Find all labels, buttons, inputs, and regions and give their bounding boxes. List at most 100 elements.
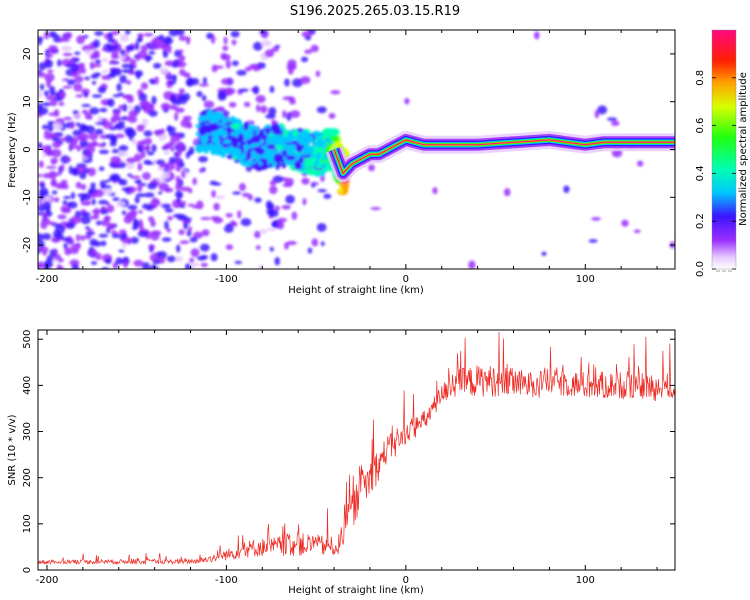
noise-blob xyxy=(76,146,81,152)
spectrogram-noise-field xyxy=(38,30,675,269)
noise-blob xyxy=(185,151,191,159)
ridge-blob xyxy=(207,143,216,152)
noise-blob xyxy=(286,240,297,246)
noise-blob xyxy=(300,56,309,63)
noise-blob xyxy=(121,116,127,121)
noise-blob xyxy=(268,106,277,116)
noise-blob xyxy=(90,63,102,68)
noise-blob xyxy=(175,182,182,191)
ridge-blob xyxy=(223,139,232,145)
noise-blob xyxy=(175,134,181,139)
noise-blob xyxy=(114,133,125,139)
noise-blob xyxy=(186,229,192,237)
snr-y-ticks: 0 100 200 300 400 500 xyxy=(22,330,675,573)
noise-blob xyxy=(47,123,55,132)
ridge-blob xyxy=(199,116,208,121)
ridge-blob xyxy=(243,121,250,131)
colorbar-ticks: 0.0 0.2 0.4 0.6 0.8 xyxy=(695,70,736,277)
noise-blob xyxy=(101,74,109,81)
noise-blob xyxy=(182,93,191,101)
noise-blob xyxy=(147,182,157,190)
noise-blob xyxy=(38,233,44,242)
noise-blob xyxy=(198,168,204,174)
noise-blob xyxy=(109,59,116,65)
ridge-blob xyxy=(215,144,222,149)
noise-blob xyxy=(225,59,231,69)
noise-blob xyxy=(105,258,112,264)
noise-blob xyxy=(72,110,79,115)
ridge-blob xyxy=(303,145,310,156)
noise-blob xyxy=(38,62,47,71)
noise-blob xyxy=(38,71,46,78)
noise-blob xyxy=(74,51,81,56)
noise-blob xyxy=(89,107,100,115)
noise-blob xyxy=(92,39,101,49)
ridge-blob xyxy=(265,127,271,135)
noise-blob xyxy=(370,206,382,211)
noise-blob xyxy=(299,76,311,84)
noise-blob xyxy=(164,143,172,149)
noise-blob xyxy=(98,166,105,172)
noise-blob xyxy=(236,69,247,76)
spectrogram-heatmap xyxy=(38,30,675,269)
colorbar-tick-label: 0.2 xyxy=(695,213,706,229)
noise-blob xyxy=(174,112,179,121)
noise-blob xyxy=(80,201,91,206)
noise-blob xyxy=(50,92,60,96)
ridge-blob xyxy=(273,153,284,164)
noise-blob xyxy=(136,124,145,132)
noise-blob xyxy=(67,201,78,209)
noise-blob xyxy=(84,153,90,159)
noise-blob xyxy=(75,122,81,127)
noise-blob xyxy=(53,249,58,256)
noise-blob xyxy=(153,62,162,69)
noise-blob xyxy=(164,162,176,171)
noise-blob xyxy=(315,70,321,77)
ridge-blob xyxy=(292,128,298,137)
noise-blob xyxy=(64,246,72,256)
noise-blob xyxy=(274,205,280,211)
noise-blob xyxy=(230,30,240,38)
noise-blob xyxy=(111,30,121,36)
colorbar-tick-label: 0.6 xyxy=(695,118,706,134)
noise-blob xyxy=(159,67,169,75)
noise-blob xyxy=(75,94,84,98)
noise-blob xyxy=(44,59,53,69)
noise-blob xyxy=(141,100,151,109)
noise-blob xyxy=(189,262,200,267)
noise-blob xyxy=(98,149,110,155)
noise-blob xyxy=(161,172,171,180)
noise-blob xyxy=(196,90,203,98)
noise-blob xyxy=(121,233,128,239)
noise-blob xyxy=(160,102,171,110)
noise-blob xyxy=(148,78,156,84)
noise-blob xyxy=(71,263,80,269)
noise-blob xyxy=(223,224,234,233)
noise-blob xyxy=(311,238,319,247)
noise-blob xyxy=(128,109,136,119)
noise-blob xyxy=(116,201,126,208)
noise-blob xyxy=(109,173,121,182)
noise-blob xyxy=(118,249,125,253)
noise-blob xyxy=(228,101,237,108)
noise-blob xyxy=(105,133,116,140)
noise-blob xyxy=(176,197,181,203)
noise-blob xyxy=(259,105,268,114)
noise-blob xyxy=(43,132,54,140)
noise-blob xyxy=(173,151,179,157)
noise-blob xyxy=(66,206,71,212)
noise-blob xyxy=(107,31,113,39)
noise-blob xyxy=(101,69,109,74)
noise-blob xyxy=(140,149,146,159)
noise-blob xyxy=(77,62,86,68)
noise-blob xyxy=(43,31,50,40)
noise-blob xyxy=(51,148,62,158)
noise-blob xyxy=(88,132,99,141)
noise-blob xyxy=(175,61,187,68)
noise-blob xyxy=(167,215,173,221)
noise-blob xyxy=(265,113,276,119)
noise-blob xyxy=(94,30,104,36)
noise-blob xyxy=(93,52,100,59)
noise-blob xyxy=(220,54,231,61)
noise-blob xyxy=(164,60,175,67)
